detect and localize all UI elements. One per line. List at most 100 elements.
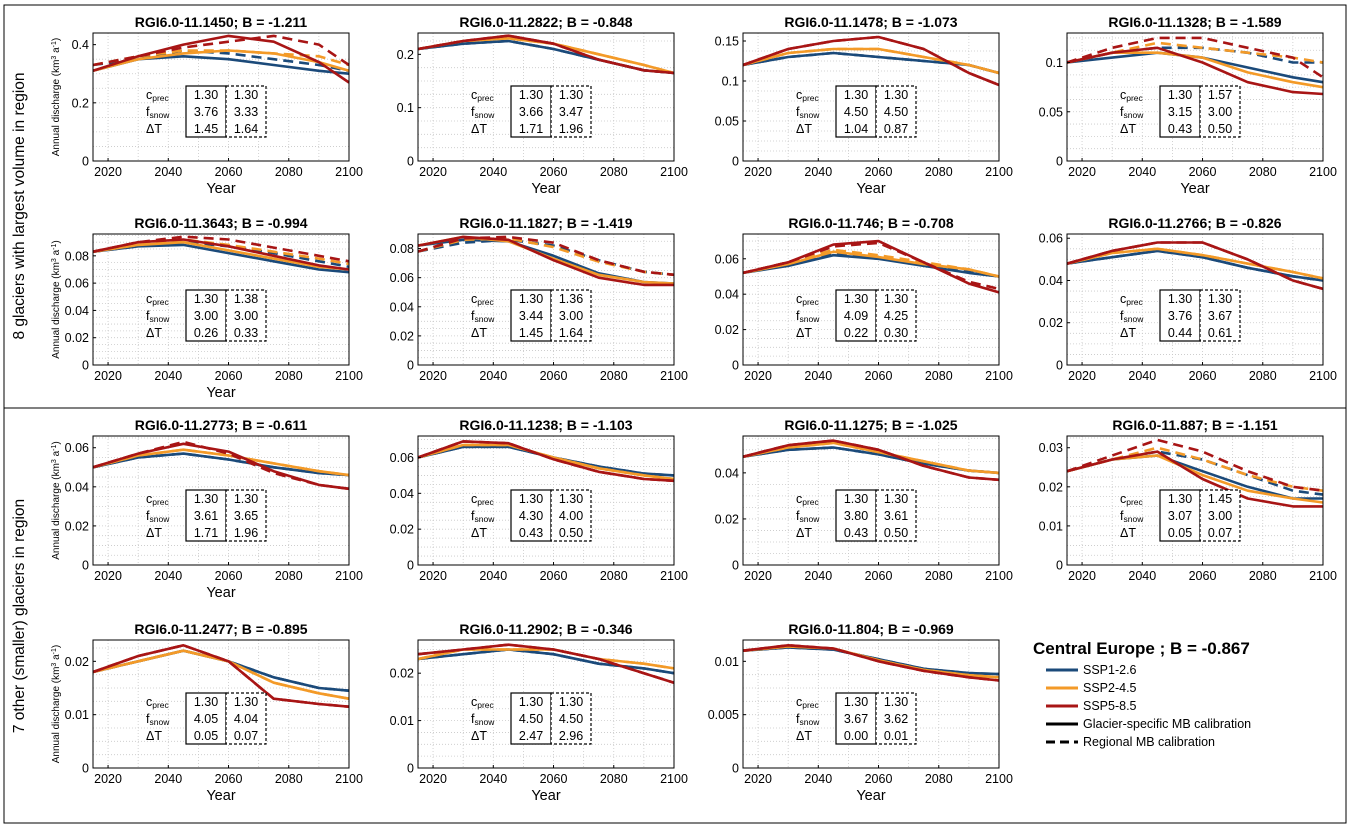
- x-tick-label: 2100: [660, 569, 688, 583]
- subplot-4: RGI6.0-11.1328; B = -1.589 2020 2040 2060 20…: [1039, 14, 1337, 197]
- y-axis-label-sup: 3: [51, 258, 58, 262]
- subplot-1: RGI6.0-11.1450; B = -1.211 2020 2040 2060 20…: [51, 14, 363, 197]
- plot-area-frame: [1066, 32, 1324, 162]
- table-value-glacier: 3.61: [194, 509, 218, 523]
- table-box-regional: [225, 489, 267, 542]
- x-axis-label: Year: [1180, 181, 1209, 197]
- series-line-ssp585-glacier: [742, 643, 1000, 682]
- table-row-label: ΔT: [146, 729, 162, 743]
- table-row-label-main: c: [146, 88, 152, 102]
- table-box-regional: [875, 692, 917, 745]
- x-tick-label: 2060: [1189, 369, 1217, 383]
- parameter-table: cprec 1.30 1.38 fsnow 3.00 3.00 ΔT 0.26 0.33: [146, 289, 267, 342]
- table-value-regional: 0.61: [1208, 326, 1232, 340]
- x-tick-label: 2060: [540, 569, 568, 583]
- x-tick-label: 2080: [600, 772, 628, 786]
- x-tick-label: 2100: [660, 772, 688, 786]
- y-tick-label: 0.06: [390, 451, 414, 465]
- series-line-ssp585-regional: [92, 440, 350, 491]
- table-row-label: ΔT: [146, 122, 162, 136]
- y-tick-label: 0.02: [715, 323, 739, 337]
- table-value-glacier: 1.30: [1168, 292, 1192, 306]
- table-value-glacier: 0.05: [1168, 526, 1192, 540]
- x-tick-label: 2080: [925, 772, 953, 786]
- x-axis-label: Year: [206, 385, 235, 401]
- y-tick-label: 0.06: [65, 277, 89, 291]
- table-row-label-main: f: [796, 309, 800, 323]
- y-tick-label: 0.01: [715, 655, 739, 669]
- x-tick-label: 2060: [1189, 569, 1217, 583]
- table-box-glacier: [185, 489, 227, 542]
- x-tick-label: 2080: [925, 165, 953, 179]
- series-line-ssp245-glacier: [92, 240, 350, 271]
- table-value-glacier: 3.76: [1168, 309, 1192, 323]
- table-row-label: ΔT: [1120, 526, 1136, 540]
- x-tick-label: 2080: [925, 569, 953, 583]
- parameter-table: cprec 1.30 1.30 fsnow 3.67 3.62 ΔT 0.00 0.01: [796, 692, 917, 745]
- series-line-ssp245-regional: [742, 441, 1000, 475]
- y-tick-label: 0.05: [715, 115, 739, 129]
- table-row-label-sub: snow: [799, 717, 820, 727]
- table-value-glacier: 1.30: [194, 292, 218, 306]
- table-row-label-sub: snow: [149, 717, 170, 727]
- group-label-bottom: 7 other (smaller) glaciers in region: [11, 499, 28, 733]
- table-value-glacier: 4.50: [844, 105, 868, 119]
- y-tick-label: 0.04: [715, 288, 739, 302]
- x-tick-label: 2040: [1128, 369, 1156, 383]
- y-tick-label: 0.1: [397, 101, 414, 115]
- x-tick-label: 2100: [985, 772, 1013, 786]
- table-row-label-sub: prec: [152, 700, 169, 710]
- y-axis-label-sup: -1: [51, 648, 58, 654]
- y-tick-label: 0: [732, 762, 739, 776]
- table-value-regional: 3.00: [1208, 105, 1232, 119]
- table-row-label-main: c: [796, 695, 802, 709]
- series-line-ssp585-regional: [742, 643, 1000, 682]
- y-axis-label: Annual discharge (km3 a-1): [51, 240, 63, 359]
- x-tick-label: 2040: [804, 165, 832, 179]
- series-line-ssp585-glacier: [742, 35, 1000, 87]
- series-line-ssp585-glacier: [742, 239, 1000, 294]
- table-value-regional: 1.30: [1208, 292, 1232, 306]
- x-tick-label: 2020: [744, 369, 772, 383]
- table-row-label: ΔT: [471, 526, 487, 540]
- table-value-regional: 0.87: [884, 122, 908, 136]
- y-tick-label: 0.15: [715, 35, 739, 49]
- legend-entry-ssp585: SSP5-8.5: [1083, 699, 1137, 713]
- y-axis-label: Annual discharge (km3 a-1): [51, 38, 63, 157]
- series-line-ssp126-glacier: [742, 646, 1000, 676]
- y-tick-label: 0.06: [715, 252, 739, 266]
- table-row-label-sub: prec: [477, 497, 494, 507]
- series-line-ssp585-regional: [742, 439, 1000, 482]
- table-row-label: ΔT: [471, 326, 487, 340]
- table-row-label: cprec: [471, 695, 495, 710]
- grid: [418, 436, 675, 566]
- table-value-regional: 1.30: [234, 695, 258, 709]
- y-tick-label: 0.08: [390, 242, 414, 256]
- y-axis-label-text: a: [51, 654, 62, 663]
- table-row-label: ΔT: [796, 526, 812, 540]
- y-tick-label: 0.4: [72, 38, 89, 52]
- x-tick-label: 2060: [540, 165, 568, 179]
- table-row-label-sub: snow: [474, 314, 495, 324]
- table-row-label: fsnow: [1120, 105, 1144, 120]
- series-line-ssp245-regional: [92, 238, 350, 266]
- plot-area-frame: [742, 639, 1000, 769]
- table-value-glacier: 3.15: [1168, 105, 1192, 119]
- subplot-title: RGI6.0-11.804; B = -0.969: [788, 621, 954, 637]
- series-line-ssp585-glacier: [92, 34, 350, 84]
- table-value-glacier: 1.30: [194, 492, 218, 506]
- y-tick-label: 0.06: [65, 441, 89, 455]
- table-value-regional: 3.65: [234, 509, 258, 523]
- table-value-regional: 1.30: [884, 292, 908, 306]
- x-tick-label: 2080: [1249, 369, 1277, 383]
- plot-area-frame: [92, 32, 350, 162]
- table-row-label-main: c: [796, 88, 802, 102]
- subplot-title: RGI6.0-11.2822; B = -0.848: [459, 14, 632, 30]
- table-box-regional: [225, 692, 267, 745]
- table-value-glacier: 4.50: [519, 712, 543, 726]
- table-value-regional: 1.96: [234, 526, 258, 540]
- table-box-glacier: [185, 692, 227, 745]
- table-value-regional: 1.30: [234, 492, 258, 506]
- x-tick-label: 2020: [94, 369, 122, 383]
- subplot-12: RGI6.0-11.887; B = -1.151 2020 2040 2060 208…: [1039, 417, 1337, 583]
